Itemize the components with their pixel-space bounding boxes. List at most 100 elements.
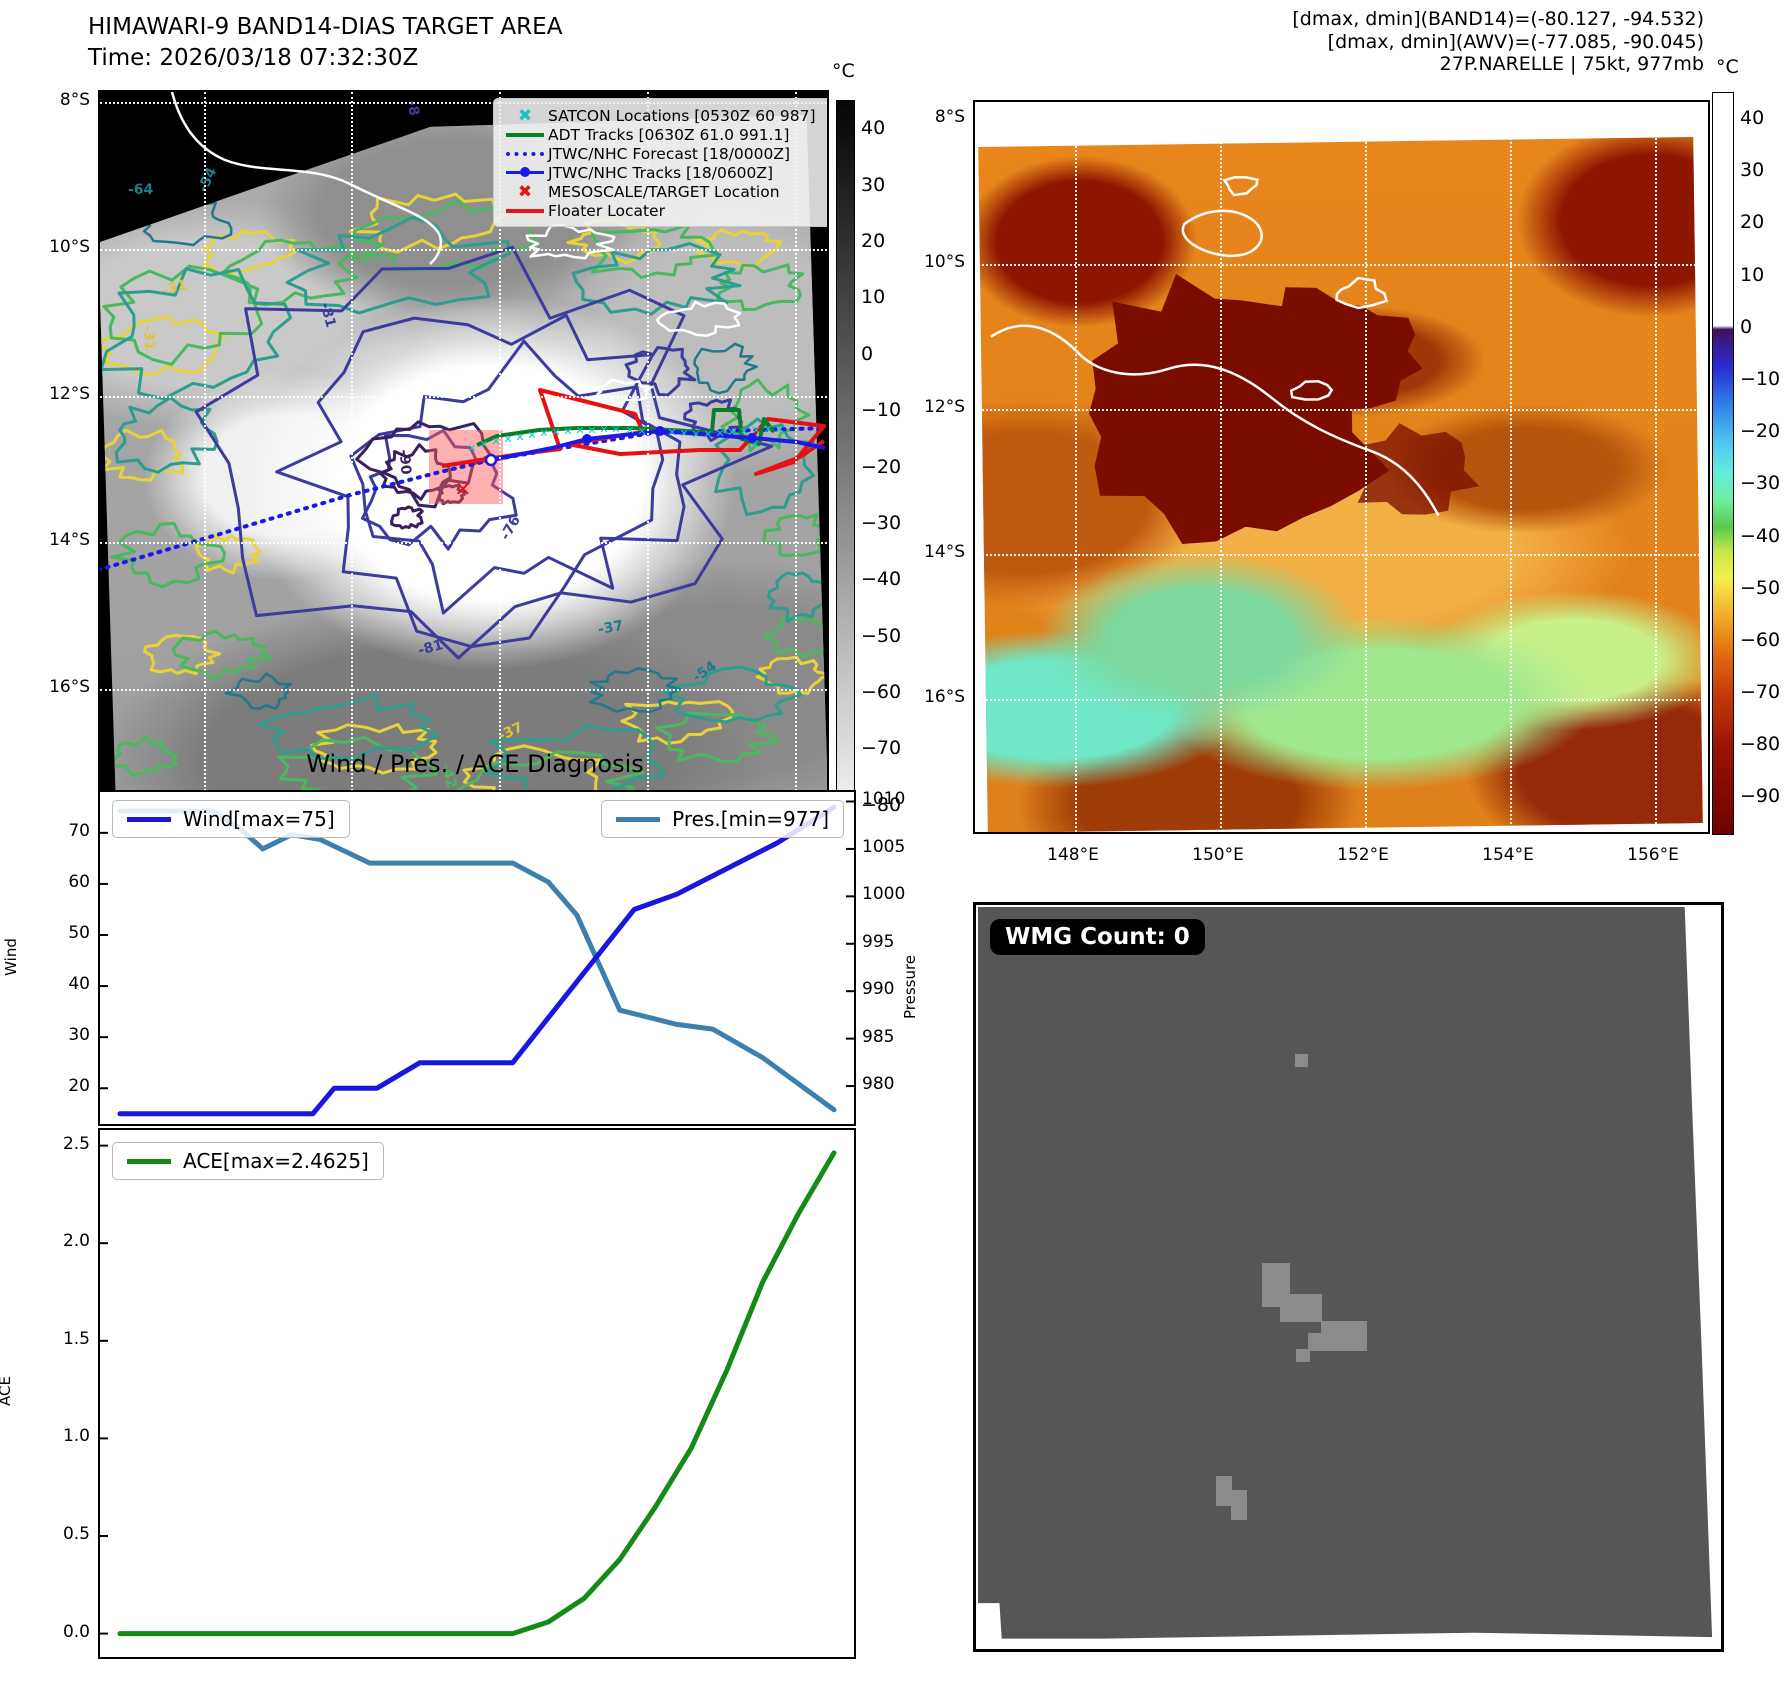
gridline-vertical [1655,102,1657,832]
svg-text:✕: ✕ [503,433,512,446]
band14-time: Time: 2026/03/18 07:32:30Z [88,45,419,71]
legend-label: Floater Locater [548,201,665,220]
svg-text:✕: ✕ [587,424,596,437]
pressure-tick: 985 [862,1026,895,1047]
gridline-vertical [1510,102,1512,832]
band14-lat-tick: 10°S [49,237,90,257]
awv-lon-tick: 150°E [1192,845,1244,865]
colorbar-tick: −60 [1740,628,1781,651]
svg-text:✕: ✕ [575,424,584,437]
band14-colorbar [836,100,855,835]
band14-lat-tick: 16°S [49,677,90,697]
svg-text:✕: ✕ [751,424,760,437]
svg-text:✕: ✕ [515,431,524,444]
gridline-vertical [499,92,501,847]
wind-tick: 50 [68,923,90,943]
ace-legend: ACE[max=2.4625] [112,1142,384,1180]
wmg-swath [978,907,1713,1639]
contour-label: -64 [128,182,154,198]
legend-item: ADT Tracks [0630Z 61.0 991.1] [502,125,827,144]
colorbar-tick: −20 [1740,420,1781,443]
gridline-vertical [795,92,797,847]
colorbar-tick: −90 [1740,785,1781,808]
awv-storm-blob [990,175,1480,545]
colorbar-tick: −30 [861,511,902,534]
pressure-legend-line [616,816,661,822]
band14-legend: ✖ SATCON Locations [0530Z 60 987] ADT Trac… [493,98,827,227]
gridline-horizontal [100,689,827,691]
contour-label: -42 [345,250,371,266]
colorbar-tick: −10 [1740,368,1781,390]
wmg-patch [1280,1294,1322,1322]
contour-label: -31 [139,324,158,352]
wmg-patch [1296,1349,1310,1362]
svg-text:✕: ✕ [739,425,748,438]
legend-item: JTWC/NHC Tracks [18/0600Z] [502,163,827,182]
ace-chart[interactable]: ACE[max=2.4625] [98,1128,856,1659]
legend-item: ✖ SATCON Locations [0530Z 60 987] [502,105,827,126]
wind-legend-line [127,816,171,822]
pressure-axis-label: Pressure [901,954,920,1020]
awv-lat-tick: 10°S [924,252,965,272]
awv-lon-tick: 154°E [1482,845,1534,865]
colorbar-tick: 10 [1740,263,1765,286]
gridline-horizontal [100,542,827,544]
legend-item: ✖ MESOSCALE/TARGET Location [502,181,827,202]
svg-text:✕: ✕ [599,423,608,436]
colorbar-tick: −50 [861,624,902,647]
ace-tick: 0.5 [62,1523,90,1544]
diagnosis-title: Wind / Pres. / ACE Diagnosis [306,750,644,778]
wind-pressure-chart[interactable]: Wind[max=75] Pres.[min=977] [98,790,856,1126]
colorbar-tick: −20 [861,455,902,478]
svg-text:✕: ✕ [715,427,724,440]
colorbar-tick: −50 [1740,576,1781,599]
colorbar-tick: −10 [861,399,902,422]
ace-tick: 0.0 [62,1621,90,1642]
svg-text:✕: ✕ [491,435,500,448]
legend-marker-x-cyan: ✖ [517,105,533,126]
colorbar-tick: 10 [861,286,886,309]
gridline-horizontal [100,249,827,251]
band14-overlay: ✕✕✕✕✕✕✕✕✕✕✕✕✕✕✕✕✕✕✕✕✕✕✕✕✕✕✕✕ [100,92,827,572]
legend-marker-x-red: ✖ [517,181,533,202]
svg-text:✕: ✕ [539,427,548,440]
gridline-vertical [1365,102,1367,832]
colorbar-tick: −40 [1740,524,1781,547]
band14-title: HIMAWARI-9 BAND14-DIAS TARGET AREA Time:… [88,12,562,74]
colorbar-tick: −70 [1740,681,1781,704]
ace-tick: 2.0 [62,1231,90,1252]
svg-text:✕: ✕ [667,426,676,439]
colorbar-tick: −80 [1740,733,1781,756]
gridline-horizontal [975,409,1708,411]
wind-tick: 40 [68,974,90,995]
pressure-tick: 1005 [862,836,906,857]
colorbar-tick: 30 [861,173,886,196]
gridline-horizontal [975,699,1708,701]
svg-text:✕: ✕ [527,429,536,442]
wmg-patch [1295,1054,1308,1067]
awv-satellite-swath [978,137,1703,832]
wind-axis-label: Wind [1,938,20,976]
ace-tick: 1.5 [62,1328,90,1349]
band14-lat-tick: 8°S [59,90,90,110]
band14-lat-tick: 14°S [49,530,90,550]
awv-header: [dmax, dmin](BAND14)=(-80.127, -94.532) … [1292,8,1704,76]
svg-text:✕: ✕ [763,423,772,436]
colorbar-tick: 0 [1740,315,1753,338]
band14-map[interactable]: ✕✕✕✕✕✕✕✕✕✕✕✕✕✕✕✕✕✕✕✕✕✕✕✕✕✕✕✕ ✖ SATCON Loc… [98,90,829,849]
awv-map[interactable] [973,100,1710,834]
gridline-vertical [351,92,353,847]
awv-lon-tick: 148°E [1047,845,1099,865]
dmax-dmin-band14: [dmax, dmin](BAND14)=(-80.127, -94.532) [1292,8,1704,30]
wmg-patch [1231,1490,1247,1520]
legend-label: JTWC/NHC Forecast [18/0000Z] [548,144,791,163]
legend-marker-line-red [502,208,548,213]
svg-text:✕: ✕ [551,426,560,439]
wmg-panel[interactable]: WMG Count: 0 [973,902,1724,1652]
svg-text:✕: ✕ [637,425,646,438]
legend-label: JTWC/NHC Tracks [18/0600Z] [548,163,774,182]
wmg-count-badge: WMG Count: 0 [990,919,1205,955]
colorbar-tick: 30 [1740,159,1765,182]
colorbar-tick: −40 [861,568,902,591]
gridline-vertical [1220,102,1222,832]
